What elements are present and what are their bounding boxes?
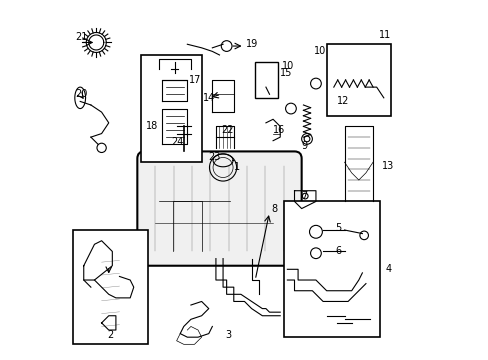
Text: 14: 14	[203, 93, 215, 103]
Text: 9: 9	[301, 141, 307, 151]
Text: 11: 11	[378, 30, 390, 40]
Text: 21: 21	[75, 32, 87, 42]
Text: 19: 19	[246, 39, 258, 49]
Text: 8: 8	[271, 203, 277, 213]
Bar	[141, 55, 201, 162]
Text: 16: 16	[272, 125, 285, 135]
Text: 6: 6	[335, 247, 341, 256]
Bar	[255, 62, 278, 98]
Text: 15: 15	[280, 68, 292, 78]
Bar	[326, 44, 390, 116]
Text: 18: 18	[146, 121, 158, 131]
Text: 10: 10	[282, 61, 294, 71]
Text: 12: 12	[337, 96, 349, 107]
Text: 7: 7	[301, 191, 307, 201]
Text: 10: 10	[313, 46, 326, 57]
Text: 4: 4	[385, 264, 391, 274]
Bar	[283, 202, 380, 337]
Text: 3: 3	[224, 330, 230, 341]
Text: 24: 24	[171, 138, 183, 148]
Bar	[73, 230, 148, 344]
Text: 23: 23	[207, 152, 220, 162]
Text: 5: 5	[335, 223, 341, 233]
Text: 13: 13	[381, 161, 393, 171]
Text: 22: 22	[221, 125, 233, 135]
Text: 1: 1	[233, 162, 240, 172]
Text: 20: 20	[75, 89, 87, 99]
FancyBboxPatch shape	[137, 152, 301, 266]
Text: 2: 2	[107, 330, 113, 341]
Text: 17: 17	[189, 75, 201, 85]
